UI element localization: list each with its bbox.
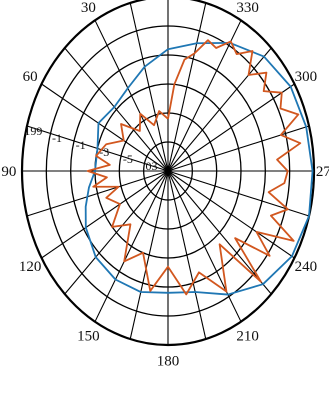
angle-tick-label: 120 (19, 259, 42, 275)
grid-spoke (167, 2, 207, 172)
grid-spoke (41, 170, 169, 259)
radial-tick-label: -5 (123, 152, 133, 166)
angular-spokes (22, 0, 314, 345)
grid-spoke (167, 47, 272, 172)
series-layer (84, 39, 314, 296)
angle-tick-label: 240 (295, 259, 318, 275)
angle-tick-label: 180 (157, 354, 180, 370)
polar-grid (20, 0, 316, 347)
grid-spoke (94, 20, 169, 172)
grid-spoke (64, 170, 169, 295)
grid-spoke (26, 170, 169, 217)
grid-spoke (129, 170, 169, 340)
grid-spoke (167, 83, 295, 172)
grid-spoke (167, 170, 207, 340)
radial-tick-label: 199 (24, 124, 42, 138)
angle-tick-label: 150 (77, 328, 100, 344)
grid-spoke (167, 170, 272, 295)
radial-tick-label: 03 (145, 159, 157, 173)
angle-tick-label: 30 (81, 0, 96, 16)
grid-spoke (41, 83, 169, 172)
angle-tick-label: 270 (316, 164, 329, 180)
radial-tick-label: -1 (52, 131, 62, 145)
grid-spoke (167, 170, 242, 322)
grid-spoke (94, 170, 169, 322)
radial-tick-label: -3 (99, 145, 109, 159)
angle-tick-label: 330 (236, 0, 259, 16)
angle-tick-label: 210 (236, 328, 259, 344)
angle-tick-label: 90 (1, 164, 16, 180)
series-line-1 (84, 42, 314, 296)
grid-spoke (167, 125, 310, 172)
grid-spoke (129, 2, 169, 172)
radial-tick-label: -1 (76, 138, 86, 152)
grid-spoke (64, 47, 169, 172)
grid-spoke (167, 20, 242, 172)
radial-tick-labels: 199 -1 -1 -3 -5 03 (24, 124, 157, 173)
angle-tick-label: 300 (295, 69, 318, 85)
series-line-2 (86, 39, 302, 296)
angle-tick-label: 60 (23, 69, 38, 85)
grid-spoke (167, 170, 295, 259)
angular-tick-labels: 0306090120150180210240270300330 (1, 0, 329, 370)
grid-spoke (167, 170, 310, 217)
